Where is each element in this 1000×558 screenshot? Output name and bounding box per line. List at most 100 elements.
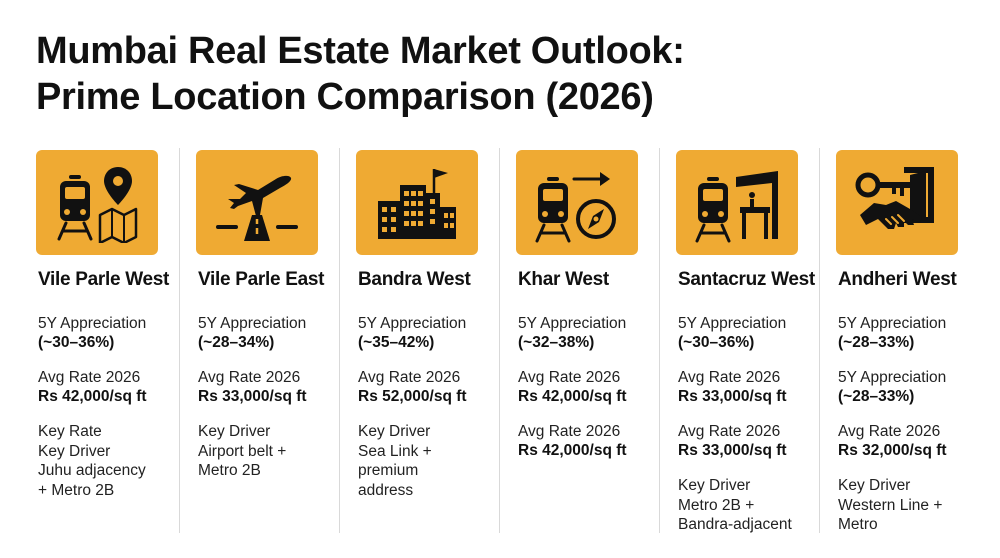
key-driver-block: Key Driver Airport belt + Metro 2B — [198, 422, 338, 481]
location-name: Khar West — [518, 269, 609, 290]
avg-rate-value: Rs 52,000/sq ft — [358, 388, 467, 405]
location-name: Vile Parle East — [198, 269, 325, 290]
city-buildings-flag-icon — [378, 168, 456, 239]
appreciation-label: 5Y Appreciation — [838, 369, 947, 386]
appreciation-block: 5Y Appreciation (~30–36%) — [678, 314, 818, 353]
key-driver-line: Bandra-adjacent — [678, 516, 792, 533]
page-title-line-2: Prime Location Comparison (2026) — [36, 76, 654, 118]
page-title-line-1: Mumbai Real Estate Market Outlook: — [36, 30, 685, 72]
train-map-pin-icon — [57, 166, 138, 243]
key-driver-line: Key Rate — [38, 423, 102, 440]
appreciation-value: (~28–33%) — [838, 334, 915, 351]
location-details: 5Y Appreciation (~28–34%) Avg Rate 2026 … — [198, 314, 338, 496]
location-details: 5Y Appreciation (~35–42%) Avg Rate 2026 … — [358, 314, 498, 515]
avg-rate-block-repeat: Avg Rate 2026 Rs 33,000/sq ft — [678, 422, 818, 461]
location-name: Santacruz West — [678, 269, 815, 290]
location-details: 5Y Appreciation (~30–36%) Avg Rate 2026 … — [678, 314, 818, 550]
avg-rate-value: Rs 42,000/sq ft — [38, 388, 147, 405]
appreciation-block-repeat: 5Y Appreciation (~28–33%) — [838, 368, 978, 407]
train-compass-icon — [535, 171, 616, 242]
appreciation-block: 5Y Appreciation (~32–38%) — [518, 314, 658, 353]
key-driver-line: + Metro 2B — [38, 481, 115, 499]
appreciation-label: 5Y Appreciation — [838, 315, 947, 332]
key-driver-line: Sea Link + — [358, 442, 432, 460]
appreciation-value: (~28–34%) — [198, 334, 275, 351]
key-driver-block: Key Driver Western Line + Metro — [838, 476, 978, 535]
page-title: Mumbai Real Estate Market Outlook: Prime… — [36, 28, 685, 120]
avg-rate-value: Rs 33,000/sq ft — [678, 388, 787, 405]
avg-rate-label: Avg Rate 2026 — [838, 423, 941, 440]
avg-rate-block: Avg Rate 2026 Rs 52,000/sq ft — [358, 368, 498, 407]
airplane-runway-icon — [216, 175, 298, 241]
location-card-khar-west: Khar West 5Y Appreciation (~32–38%) Avg … — [500, 148, 660, 533]
key-driver-line: Key Driver — [198, 423, 271, 440]
location-icon-tile — [676, 150, 798, 255]
key-driver-line: Metro 2B + — [678, 496, 755, 514]
key-driver-block: Key Rate Key Driver Juhu adjacency + Met… — [38, 422, 178, 500]
appreciation-label: 5Y Appreciation — [358, 315, 467, 332]
appreciation-value: (~28–33%) — [838, 388, 915, 405]
key-driver-block: Key Driver Metro 2B + Bandra-adjacent — [678, 476, 818, 535]
location-icon-tile — [36, 150, 158, 255]
avg-rate-block: Avg Rate 2026 Rs 33,000/sq ft — [678, 368, 818, 407]
key-driver-line: address — [358, 481, 414, 499]
appreciation-block: 5Y Appreciation (~30–36%) — [38, 314, 178, 353]
location-card-vile-parle-west: Vile Parle West 5Y Appreciation (~30–36%… — [20, 148, 180, 533]
location-icon-tile — [836, 150, 958, 255]
key-driver-line: Key Driver — [678, 477, 751, 494]
train-station-kiosk-icon — [695, 170, 778, 242]
avg-rate-value: Rs 33,000/sq ft — [678, 442, 787, 459]
key-driver-line: Key Driver — [358, 423, 431, 440]
key-driver-line: Juhu adjacency — [38, 462, 146, 479]
avg-rate-label: Avg Rate 2026 — [518, 369, 621, 386]
location-details: 5Y Appreciation (~28–33%) 5Y Appreciatio… — [838, 314, 978, 550]
location-details: 5Y Appreciation (~30–36%) Avg Rate 2026 … — [38, 314, 178, 515]
appreciation-block: 5Y Appreciation (~35–42%) — [358, 314, 498, 353]
appreciation-label: 5Y Appreciation — [38, 315, 147, 332]
key-driver-line: premium — [358, 462, 419, 479]
location-icon-tile — [516, 150, 638, 255]
location-card-santacruz-west: Santacruz West 5Y Appreciation (~30–36%)… — [660, 148, 820, 533]
avg-rate-value: Rs 42,000/sq ft — [518, 388, 627, 405]
avg-rate-label: Avg Rate 2026 — [38, 369, 141, 386]
location-columns: Vile Parle West 5Y Appreciation (~30–36%… — [20, 148, 985, 533]
key-driver-line: Western Line + — [838, 496, 943, 514]
avg-rate-block: Avg Rate 2026 Rs 42,000/sq ft — [518, 368, 658, 407]
key-driver-block: Key Driver Sea Link + premium address — [358, 422, 498, 500]
appreciation-label: 5Y Appreciation — [518, 315, 627, 332]
location-details: 5Y Appreciation (~32–38%) Avg Rate 2026 … — [518, 314, 658, 476]
avg-rate-block: Avg Rate 2026 Rs 42,000/sq ft — [38, 368, 178, 407]
location-name: Bandra West — [358, 269, 471, 290]
location-name: Andheri West — [838, 269, 957, 290]
key-driver-line: Metro 2B — [198, 462, 261, 479]
appreciation-block: 5Y Appreciation (~28–34%) — [198, 314, 338, 353]
avg-rate-block: Avg Rate 2026 Rs 33,000/sq ft — [198, 368, 338, 407]
appreciation-block: 5Y Appreciation (~28–33%) — [838, 314, 978, 353]
avg-rate-label: Avg Rate 2026 — [358, 369, 461, 386]
avg-rate-block: Avg Rate 2026 Rs 32,000/sq ft — [838, 422, 978, 461]
avg-rate-value: Rs 33,000/sq ft — [198, 388, 307, 405]
key-driver-line: Airport belt + — [198, 442, 287, 460]
appreciation-value: (~32–38%) — [518, 334, 595, 351]
avg-rate-value: Rs 42,000/sq ft — [518, 442, 627, 459]
key-driver-line: Key Driver — [838, 477, 911, 494]
avg-rate-label: Avg Rate 2026 — [678, 369, 781, 386]
location-name: Vile Parle West — [38, 269, 170, 290]
avg-rate-label: Avg Rate 2026 — [678, 423, 781, 440]
location-card-andheri-west: Andheri West 5Y Appreciation (~28–33%) 5… — [820, 148, 980, 533]
appreciation-value: (~35–42%) — [358, 334, 435, 351]
avg-rate-block-repeat: Avg Rate 2026 Rs 42,000/sq ft — [518, 422, 658, 461]
appreciation-label: 5Y Appreciation — [678, 315, 787, 332]
location-card-bandra-west: Bandra West 5Y Appreciation (~35–42%) Av… — [340, 148, 500, 533]
avg-rate-label: Avg Rate 2026 — [198, 369, 301, 386]
key-driver-line: Metro — [838, 516, 878, 533]
avg-rate-label: Avg Rate 2026 — [518, 423, 621, 440]
location-icon-tile — [356, 150, 478, 255]
avg-rate-value: Rs 32,000/sq ft — [838, 442, 947, 459]
location-card-vile-parle-east: Vile Parle East 5Y Appreciation (~28–34%… — [180, 148, 340, 533]
key-driver-line: Key Driver — [38, 442, 111, 460]
key-handshake-door-icon — [855, 166, 934, 229]
location-icon-tile — [196, 150, 318, 255]
appreciation-label: 5Y Appreciation — [198, 315, 307, 332]
appreciation-value: (~30–36%) — [38, 334, 115, 351]
